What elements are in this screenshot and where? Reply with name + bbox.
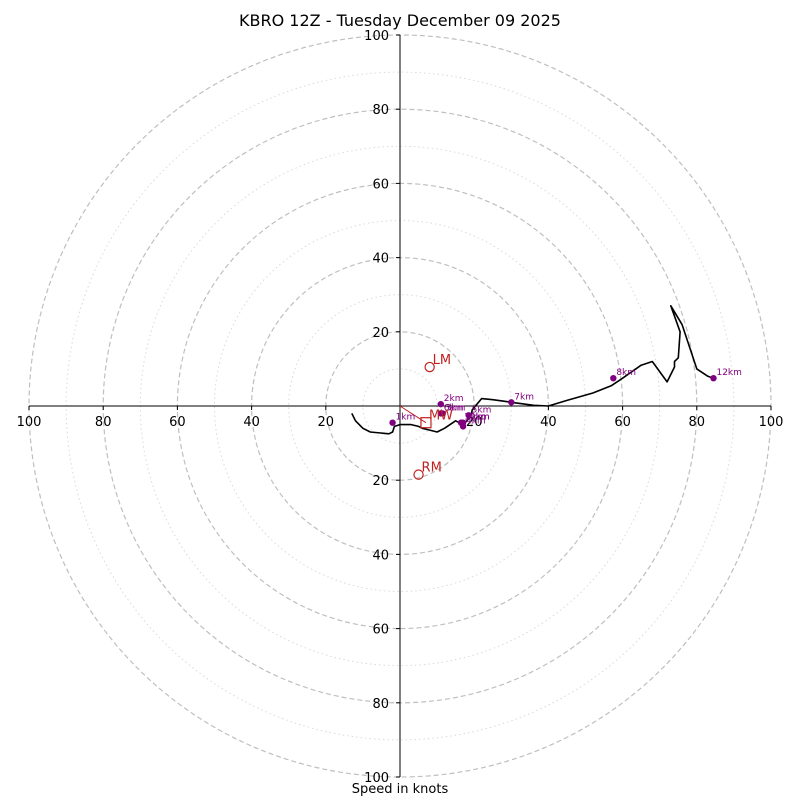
storm-motion-marker-RM <box>413 469 424 480</box>
height-label-2km: 2km <box>444 394 464 404</box>
storm-motion-markers: LM MW RM <box>413 353 453 480</box>
storm-motion-marker-MW <box>420 417 432 429</box>
y-tick-label: 20 <box>372 474 389 489</box>
y-tick-label: 40 <box>372 252 389 267</box>
height-marker-8km <box>610 374 617 382</box>
x-tick-label: 80 <box>689 415 706 430</box>
y-tick-label: 100 <box>364 771 389 786</box>
height-label-7km: 7km <box>514 392 534 402</box>
x-tick-label: 60 <box>169 415 186 430</box>
height-marker-7km <box>508 399 515 406</box>
storm-motion-lines <box>399 405 427 424</box>
y-tick-label: 60 <box>372 177 389 192</box>
height-label-12km: 12km <box>716 368 741 378</box>
y-tick-label: 60 <box>372 623 389 638</box>
mean-wind-vector <box>399 405 427 424</box>
hodograph-trace-group <box>351 304 714 435</box>
x-tick-label: 80 <box>95 415 112 430</box>
x-tick-label: 20 <box>318 415 335 430</box>
x-tick-label: 20 <box>466 415 483 430</box>
height-label-10km: 10km <box>464 413 489 423</box>
storm-motion-label-MW: MW <box>429 409 453 424</box>
height-marker-5km <box>465 412 472 419</box>
y-tick-label: 20 <box>372 326 389 341</box>
x-tick-label: 40 <box>540 415 557 430</box>
height-label-11km: 11km <box>464 413 489 423</box>
height-marker-2km <box>437 400 445 408</box>
hodograph-trace <box>351 304 714 435</box>
x-tick-label: 100 <box>759 415 784 430</box>
height-marker-1km <box>389 419 396 426</box>
storm-motion-label-RM: RM <box>422 461 442 476</box>
height-label-4km: 4km <box>466 416 486 426</box>
height-label-6km: 6km <box>444 403 464 413</box>
y-tick-label: 80 <box>372 697 389 712</box>
tick-labels: 100 80 60 40 20 20 40 60 80 100 100 80 60 40 20 20 40 60 8… <box>17 29 784 786</box>
height-label-3km: 3km <box>446 403 466 413</box>
height-label-5km: 5km <box>472 405 492 415</box>
x-axis-label: Speed in knots <box>351 782 449 797</box>
height-marker-6km <box>437 410 445 417</box>
storm-motion-marker-LM <box>424 361 435 373</box>
height-marker-12km <box>710 374 717 382</box>
storm-motion-label-LM: LM <box>433 353 451 368</box>
y-tick-label: 40 <box>372 548 389 563</box>
height-label-8km: 8km <box>616 368 636 378</box>
x-tick-label: 60 <box>614 415 631 430</box>
height-marker-11km <box>458 419 465 426</box>
y-tick-label: 100 <box>364 29 389 44</box>
height-label-9km: 9km <box>466 413 486 423</box>
x-tick-label: 100 <box>17 415 42 430</box>
chart-title: KBRO 12Z - Tuesday December 09 2025 <box>239 11 561 30</box>
height-label-1km: 1km <box>396 413 416 423</box>
y-tick-label: 80 <box>372 103 389 118</box>
x-tick-label: 40 <box>243 415 260 430</box>
